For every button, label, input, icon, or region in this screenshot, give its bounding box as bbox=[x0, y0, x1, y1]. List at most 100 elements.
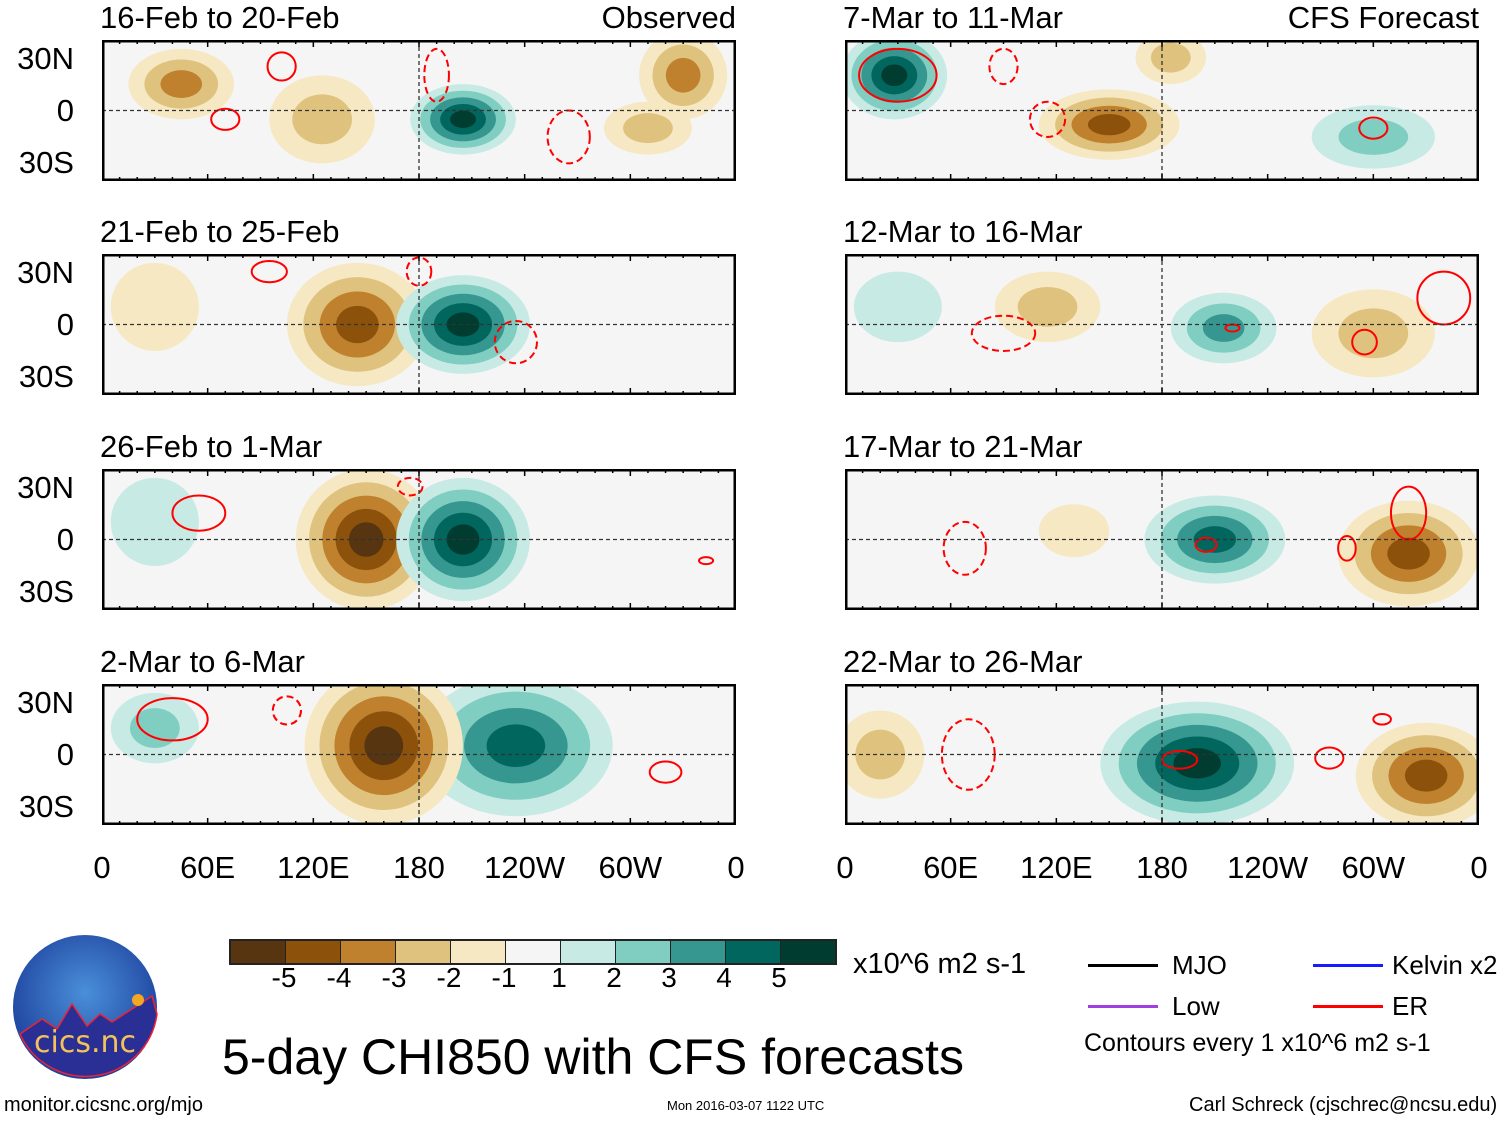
colorbar-label: -2 bbox=[436, 962, 462, 993]
anomaly-contour-fill bbox=[1087, 113, 1131, 136]
panel-title: 21-Feb to 25-Feb bbox=[100, 214, 340, 249]
colorbar-swatch bbox=[341, 941, 396, 963]
anomaly-contour-fill bbox=[1202, 314, 1245, 342]
map-panel bbox=[845, 469, 1479, 610]
map-panel bbox=[102, 684, 736, 825]
er-contour bbox=[1161, 749, 1199, 770]
lat-tick-label: 30N bbox=[17, 255, 74, 290]
colorbar-label: 1 bbox=[551, 962, 567, 993]
lat-tick-label: 30S bbox=[18, 145, 74, 180]
colorbar-swatch bbox=[671, 941, 726, 963]
lat-tick-label: 30N bbox=[17, 41, 74, 76]
anomaly-contour-fill bbox=[1150, 42, 1191, 73]
colorbar-label: 5 bbox=[771, 962, 787, 993]
lat-tick-label: 30N bbox=[17, 685, 74, 720]
map-frame bbox=[845, 254, 1479, 395]
colorbar-swatch bbox=[231, 941, 286, 963]
legend-kelvin-line bbox=[1313, 964, 1383, 967]
anomaly-contour-fill bbox=[446, 312, 480, 337]
er-contour bbox=[942, 520, 987, 576]
colorbar-swatch bbox=[506, 941, 561, 963]
anomaly-contour-fill bbox=[1173, 748, 1221, 779]
lat-tick-label: 0 bbox=[56, 93, 74, 128]
er-contour bbox=[1028, 100, 1067, 138]
lon-tick-label: 60E bbox=[180, 850, 236, 885]
contour-note: Contours every 1 x10^6 m2 s-1 bbox=[1084, 1029, 1431, 1057]
anomaly-contour-fill bbox=[1193, 526, 1237, 553]
panel-title: 22-Mar to 26-Mar bbox=[843, 644, 1083, 679]
footer-author: Carl Schreck (cjschrec@ncsu.edu) bbox=[1189, 1094, 1498, 1116]
colorbar-label: -5 bbox=[271, 962, 297, 993]
anomaly-contour-fill bbox=[1038, 504, 1110, 558]
footer-url[interactable]: monitor.cicsnc.org/mjo bbox=[4, 1094, 203, 1116]
anomaly-contour-fill bbox=[665, 57, 701, 93]
colorbar-label: 4 bbox=[716, 962, 732, 993]
anomaly-contour-fill bbox=[129, 708, 180, 748]
panel-title: 17-Mar to 21-Mar bbox=[843, 429, 1083, 464]
map-frame bbox=[102, 254, 736, 395]
legend-mjo-label: MJO bbox=[1172, 950, 1227, 980]
anomaly-contour-fill bbox=[1387, 537, 1430, 570]
lon-tick-label: 180 bbox=[393, 850, 445, 885]
colorbar-swatch bbox=[561, 941, 616, 963]
er-contour bbox=[266, 51, 297, 82]
lat-tick-label: 0 bbox=[56, 522, 74, 557]
anomaly-contour-fill bbox=[853, 271, 942, 343]
lon-tick-label: 0 bbox=[836, 850, 854, 885]
lon-tick-label: 120E bbox=[277, 850, 350, 885]
anomaly-contour-fill bbox=[292, 94, 353, 145]
lon-tick-label: 120W bbox=[1227, 850, 1309, 885]
legend-low-label: Low bbox=[1172, 991, 1220, 1021]
lon-tick-label: 60W bbox=[1341, 850, 1406, 885]
er-contour bbox=[988, 47, 1019, 86]
anomaly-contour-fill bbox=[110, 477, 199, 566]
lon-tick-label: 180 bbox=[1136, 850, 1188, 885]
lat-tick-label: 30S bbox=[18, 574, 74, 609]
map-panel bbox=[845, 40, 1479, 181]
map-panel bbox=[845, 254, 1479, 395]
map-frame bbox=[102, 40, 736, 181]
colorbar-label: 2 bbox=[606, 962, 622, 993]
er-contour bbox=[1372, 712, 1392, 726]
colorbar-label: 3 bbox=[661, 962, 677, 993]
colorbar-label: -3 bbox=[381, 962, 407, 993]
map-panel bbox=[102, 254, 736, 395]
er-contour bbox=[171, 494, 227, 532]
lon-tick-label: 0 bbox=[93, 850, 111, 885]
cics-logo: cics.nc bbox=[13, 935, 158, 1079]
anomaly-contour-fill bbox=[1404, 759, 1448, 792]
anomaly-contour-fill bbox=[348, 522, 384, 557]
panel-title: 26-Feb to 1-Mar bbox=[100, 429, 323, 464]
column-label: CFS Forecast bbox=[1287, 0, 1479, 35]
lat-tick-label: 30S bbox=[18, 789, 74, 824]
legend-er-label: ER bbox=[1392, 991, 1429, 1021]
colorbar-swatch bbox=[451, 941, 506, 963]
legend-low-line bbox=[1088, 1005, 1158, 1008]
panel-title: 2-Mar to 6-Mar bbox=[100, 644, 305, 679]
lon-tick-label: 120E bbox=[1020, 850, 1093, 885]
er-contour bbox=[858, 47, 938, 103]
er-contour bbox=[1351, 328, 1378, 356]
map-frame bbox=[845, 684, 1479, 825]
panel-title: 16-Feb to 20-Feb bbox=[100, 0, 340, 35]
anomaly-contour-fill bbox=[446, 524, 480, 555]
anomaly-contour-fill bbox=[623, 113, 673, 144]
panel-title: 7-Mar to 11-Mar bbox=[843, 0, 1063, 35]
colorbar bbox=[229, 939, 837, 965]
er-contour bbox=[546, 109, 591, 165]
lon-tick-label: 0 bbox=[1470, 850, 1488, 885]
colorbar-swatch bbox=[726, 941, 781, 963]
map-panel bbox=[102, 40, 736, 181]
colorbar-label: -1 bbox=[491, 962, 517, 993]
lat-tick-label: 0 bbox=[56, 737, 74, 772]
anomaly-contour-fill bbox=[110, 262, 199, 351]
lat-tick-label: 30N bbox=[17, 470, 74, 505]
anomaly-contour-fill bbox=[160, 70, 203, 98]
legend-mjo-line bbox=[1088, 964, 1158, 967]
er-contour bbox=[250, 260, 288, 284]
footer-timestamp: Mon 2016-03-07 1122 UTC bbox=[667, 1098, 825, 1113]
figure-title: 5-day CHI850 with CFS forecasts bbox=[222, 1029, 964, 1085]
panel-title: 12-Mar to 16-Mar bbox=[843, 214, 1083, 249]
lat-tick-label: 0 bbox=[56, 307, 74, 342]
anomaly-contour-fill bbox=[881, 64, 908, 87]
